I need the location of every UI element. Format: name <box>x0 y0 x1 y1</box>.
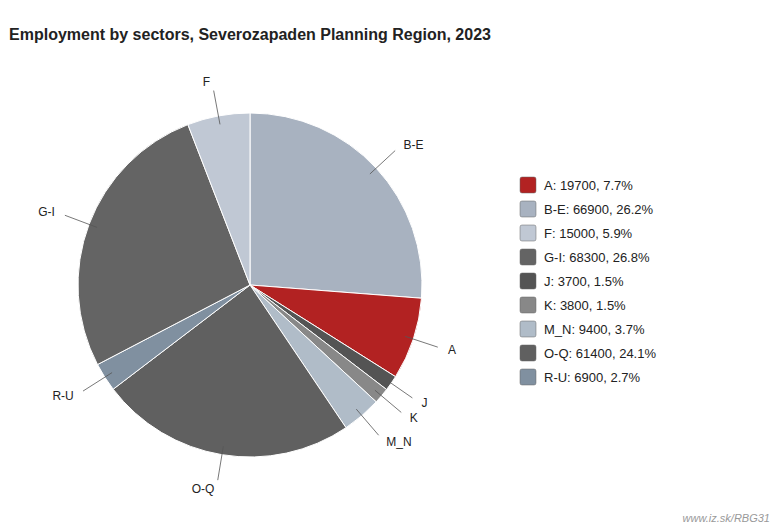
chart: Employment by sectors, Severozapaden Pla… <box>0 0 782 532</box>
legend-label: J: 3700, 1.5% <box>544 274 624 289</box>
watermark: www.iz.sk/RBG31 <box>683 512 770 524</box>
legend-label: M_N: 9400, 3.7% <box>544 322 645 337</box>
slice-label: G-I <box>38 205 55 219</box>
slice-label: M_N <box>386 435 411 449</box>
leader-line <box>370 151 395 174</box>
slice-labels: B-E A JK M_N O-Q R-U G-I F <box>38 75 456 496</box>
legend-label: R-U: 6900, 2.7% <box>544 370 641 385</box>
legend-label: F: 15000, 5.9% <box>544 226 633 241</box>
slice-label: F <box>203 75 210 89</box>
leader-line <box>375 390 401 412</box>
leader-line <box>214 91 220 125</box>
slice-label: R-U <box>52 389 73 403</box>
legend-swatch <box>520 369 536 385</box>
leader-line <box>65 215 97 227</box>
legend-swatch <box>520 225 536 241</box>
legend-swatch <box>520 297 536 313</box>
legend-swatch <box>520 321 536 337</box>
leader-line <box>384 378 412 398</box>
legend-label: A: 19700, 7.7% <box>544 178 633 193</box>
slice-label: J <box>421 396 427 410</box>
slice <box>250 113 422 298</box>
legend-label: B-E: 66900, 26.2% <box>544 202 654 217</box>
legend-label: K: 3800, 1.5% <box>544 298 626 313</box>
legend-swatch <box>520 273 536 289</box>
leader-line <box>83 373 112 391</box>
slices <box>78 113 422 457</box>
legend: A: 19700, 7.7% B-E: 66900, 26.2% F: 15000,… <box>520 177 656 385</box>
leader-line <box>405 336 438 347</box>
legend-swatch <box>520 345 536 361</box>
legend-swatch <box>520 249 536 265</box>
legend-label: G-I: 68300, 26.8% <box>544 250 650 265</box>
slice-label: A <box>448 343 456 357</box>
slice-label: B-E <box>403 138 423 152</box>
title: Employment by sectors, Severozapaden Pla… <box>9 26 491 43</box>
legend-swatch <box>520 177 536 193</box>
leader-line <box>356 409 378 435</box>
slice-label: K <box>410 411 418 425</box>
legend-swatch <box>520 201 536 217</box>
slice-label: O-Q <box>192 482 215 496</box>
legend-label: O-Q: 61400, 24.1% <box>544 346 656 361</box>
leader-line <box>218 446 224 480</box>
slice <box>188 113 250 285</box>
